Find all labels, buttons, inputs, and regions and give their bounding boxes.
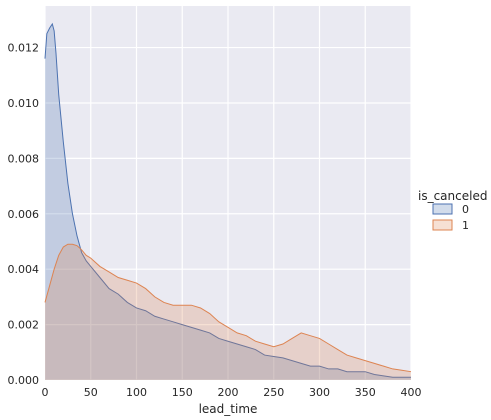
legend-title: is_canceled bbox=[418, 189, 487, 203]
grid bbox=[44, 6, 412, 381]
series-0-area bbox=[45, 24, 411, 380]
series-1-line bbox=[44, 243, 412, 373]
x-tick-label: 300 bbox=[309, 386, 330, 399]
x-axis-label: lead_time bbox=[199, 402, 258, 416]
y-tick-label: 0.002 bbox=[8, 319, 40, 332]
legend-label-1: 1 bbox=[462, 219, 469, 232]
y-tick-label: 0.008 bbox=[8, 152, 40, 165]
y-tick-label: 0.000 bbox=[8, 374, 40, 387]
x-tick-label: 150 bbox=[172, 386, 193, 399]
legend-swatch-0 bbox=[432, 203, 453, 215]
legend-swatch-1 bbox=[432, 219, 453, 231]
x-tick-label: 0 bbox=[42, 386, 49, 399]
y-tick-label: 0.004 bbox=[8, 263, 40, 276]
series-0-line bbox=[44, 22, 411, 378]
x-tick-label: 250 bbox=[263, 386, 284, 399]
x-tick-label: 100 bbox=[126, 386, 147, 399]
y-tick-label: 0.010 bbox=[8, 97, 40, 110]
x-tick-label: 50 bbox=[84, 386, 98, 399]
series-1-area bbox=[45, 244, 411, 380]
y-tick-label: 0.012 bbox=[8, 42, 40, 55]
x-tick-label: 400 bbox=[401, 386, 422, 399]
legend: is_canceled 0 1 bbox=[418, 189, 487, 232]
x-tick-label: 200 bbox=[218, 386, 239, 399]
x-tick-label: 350 bbox=[355, 386, 376, 399]
y-tick-labels: 0.000 0.002 0.004 0.006 0.008 0.010 0.012 bbox=[8, 42, 40, 387]
x-tick-labels: 0 50 100 150 200 250 300 350 400 bbox=[42, 386, 422, 399]
legend-label-0: 0 bbox=[462, 203, 469, 216]
series-layer bbox=[44, 22, 412, 380]
y-tick-label: 0.006 bbox=[8, 208, 40, 221]
